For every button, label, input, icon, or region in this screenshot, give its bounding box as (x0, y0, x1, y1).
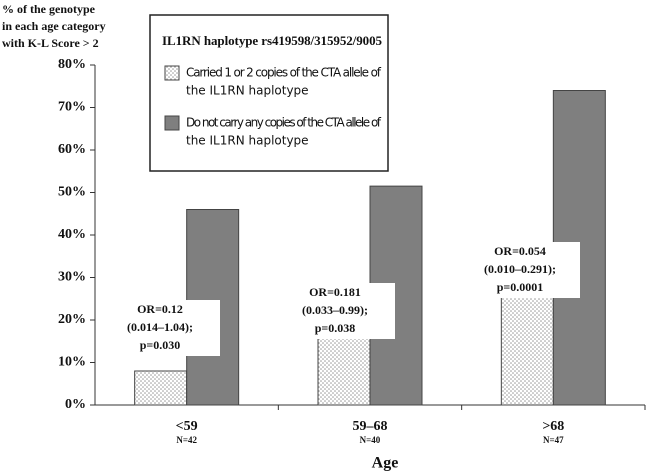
x-tick-label: >68 (542, 419, 564, 434)
legend-label: Carried 1 or 2 copies of the CTA allele … (186, 66, 382, 80)
x-tick-label: <59 (176, 419, 198, 434)
annotation: OR=0.054 (494, 244, 546, 258)
annotation-bg (100, 300, 220, 356)
annotation: OR=0.12 (137, 302, 183, 316)
annotation: OR=0.181 (309, 285, 361, 299)
y-tick-label: 0% (65, 397, 86, 412)
annotation: (0.033–0.99); (302, 303, 368, 317)
annotation-bg (460, 242, 580, 298)
y-tick-label: 80% (58, 57, 86, 72)
annotation: p=0.0001 (497, 280, 544, 294)
category-note: N=40 (360, 435, 381, 445)
legend-label: the IL1RN haplotype (186, 134, 309, 148)
bar (500, 289, 554, 406)
x-axis-title: Age (372, 455, 399, 472)
category-note: N=42 (176, 435, 197, 445)
annotation-bg (275, 283, 395, 339)
annotation: (0.014–1.04); (127, 320, 193, 334)
legend-title: IL1RN haplotype rs419598/315952/9005 (162, 33, 383, 48)
y-tick-label: 50% (58, 185, 86, 200)
x-tick-label: 59–68 (353, 419, 388, 434)
legend-swatch (164, 65, 180, 81)
y-tick-label: 70% (58, 100, 86, 115)
bar (134, 370, 188, 406)
bar (317, 332, 371, 406)
legend-box (149, 14, 389, 172)
annotation: p=0.038 (315, 321, 356, 335)
annotation: (0.010–0.291); (484, 262, 556, 276)
legend-label: the IL1RN haplotype (186, 84, 309, 98)
category-note: N=47 (543, 435, 564, 445)
y-tick-label: 20% (58, 312, 86, 327)
y-axis-title: % of the genotype (2, 2, 96, 16)
legend-label: Do not carry any copies of the CTA allel… (186, 116, 382, 130)
y-tick-label: 40% (58, 227, 86, 242)
y-axis-title: with K-L Score > 2 (2, 36, 99, 50)
y-axis-title: in each age category (2, 19, 106, 33)
y-tick-label: 10% (58, 355, 86, 370)
y-tick-label: 60% (58, 142, 86, 157)
annotation: p=0.030 (140, 338, 181, 352)
legend-swatch (164, 115, 180, 131)
y-tick-label: 30% (58, 270, 86, 285)
